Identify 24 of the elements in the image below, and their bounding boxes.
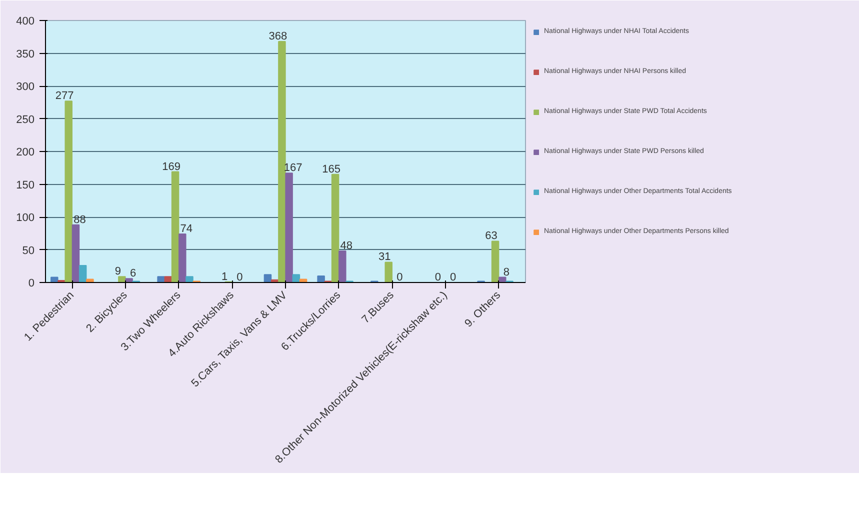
y-tick-label: 250: [16, 114, 35, 126]
data-label: 8: [503, 266, 510, 278]
data-label: 368: [268, 30, 288, 42]
y-tick-label: 350: [16, 48, 35, 60]
data-label: 277: [55, 90, 74, 102]
data-label: 9: [114, 266, 122, 278]
data-label: 31: [378, 251, 391, 264]
y-tick-label: 150: [16, 179, 35, 192]
data-label: 0: [434, 272, 442, 284]
data-label: 0: [236, 272, 243, 284]
data-label: 0: [396, 272, 403, 284]
data-label: 165: [322, 163, 340, 176]
y-tick-label: 50: [22, 244, 35, 257]
data-label: 0: [450, 272, 456, 284]
data-label: 63: [485, 230, 498, 242]
data-label: 1: [222, 270, 228, 283]
y-tick-label: 400: [16, 16, 35, 28]
y-tick-label: 100: [16, 212, 35, 224]
data-label: 169: [162, 160, 180, 173]
data-label: 74: [180, 223, 193, 236]
data-label: 6: [130, 268, 136, 280]
y-tick-label: 200: [16, 146, 35, 158]
y-tick-label: 300: [16, 81, 35, 93]
y-tick-label: 0: [28, 278, 35, 290]
